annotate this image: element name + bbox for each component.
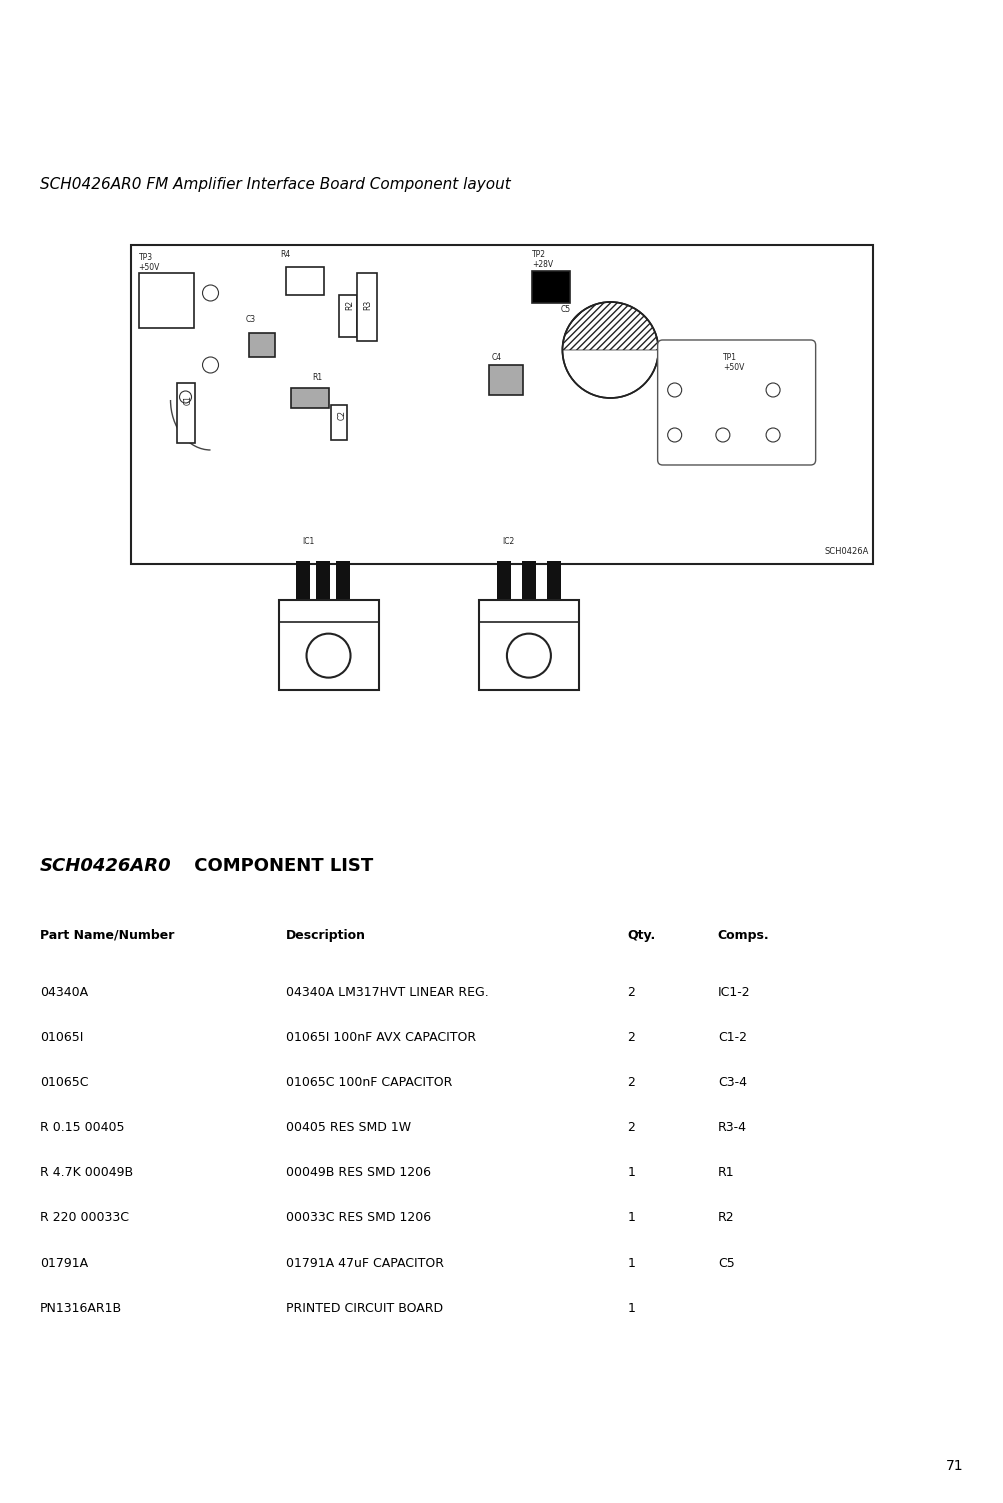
Text: 01065I 100nF AVX CAPACITOR: 01065I 100nF AVX CAPACITOR bbox=[286, 1031, 475, 1045]
Text: Comps.: Comps. bbox=[717, 929, 768, 942]
Text: C3-4: C3-4 bbox=[717, 1076, 746, 1090]
Text: C1: C1 bbox=[184, 395, 193, 404]
Bar bbox=[138, 274, 194, 328]
Bar bbox=[488, 365, 523, 395]
Bar bbox=[278, 600, 378, 690]
Text: 04340A: 04340A bbox=[40, 986, 88, 999]
FancyBboxPatch shape bbox=[657, 340, 814, 464]
Text: C4: C4 bbox=[491, 353, 502, 362]
Text: PRINTED CIRCUIT BOARD: PRINTED CIRCUIT BOARD bbox=[286, 1302, 442, 1315]
Text: 00049B RES SMD 1206: 00049B RES SMD 1206 bbox=[286, 1166, 430, 1180]
Bar bbox=[315, 561, 329, 598]
Bar bbox=[338, 295, 356, 337]
Bar bbox=[522, 561, 536, 598]
Text: Description: Description bbox=[286, 929, 366, 942]
Text: R1: R1 bbox=[312, 373, 322, 382]
Bar bbox=[290, 388, 328, 407]
Text: COMPONENT LIST: COMPONENT LIST bbox=[188, 857, 373, 875]
Bar bbox=[335, 561, 349, 598]
Text: 01065I: 01065I bbox=[40, 1031, 83, 1045]
Text: C3: C3 bbox=[246, 316, 256, 325]
Text: PN1316AR1B: PN1316AR1B bbox=[40, 1302, 122, 1315]
Text: 1: 1 bbox=[627, 1257, 635, 1270]
Bar bbox=[285, 268, 323, 295]
Text: R2: R2 bbox=[345, 301, 354, 310]
Text: C5: C5 bbox=[560, 305, 570, 314]
Text: IC2: IC2 bbox=[502, 537, 514, 546]
Text: R3-4: R3-4 bbox=[717, 1121, 746, 1135]
Bar bbox=[496, 561, 511, 598]
Text: 04340A LM317HVT LINEAR REG.: 04340A LM317HVT LINEAR REG. bbox=[286, 986, 488, 999]
Text: TP1
+50V: TP1 +50V bbox=[722, 353, 743, 373]
Text: R 220 00033C: R 220 00033C bbox=[40, 1211, 129, 1225]
Circle shape bbox=[667, 383, 681, 397]
Bar bbox=[478, 600, 579, 690]
Bar bbox=[295, 561, 309, 598]
Circle shape bbox=[765, 428, 779, 442]
Text: 01065C: 01065C bbox=[40, 1076, 88, 1090]
Circle shape bbox=[180, 391, 192, 403]
Bar bbox=[532, 271, 570, 304]
Text: 01791A 47uF CAPACITOR: 01791A 47uF CAPACITOR bbox=[286, 1257, 443, 1270]
Text: 01791A: 01791A bbox=[40, 1257, 88, 1270]
Bar bbox=[177, 383, 195, 443]
Text: TP2
+28V: TP2 +28V bbox=[532, 249, 553, 269]
Text: SCH0426AR0 FM Amplifier Interface Board Component layout: SCH0426AR0 FM Amplifier Interface Board … bbox=[40, 177, 511, 192]
Bar bbox=[547, 561, 561, 598]
Text: Qty.: Qty. bbox=[627, 929, 655, 942]
Bar bbox=[130, 245, 873, 564]
Text: 1: 1 bbox=[627, 1211, 635, 1225]
Text: SCH0426A: SCH0426A bbox=[823, 547, 868, 556]
Text: 01065C 100nF CAPACITOR: 01065C 100nF CAPACITOR bbox=[286, 1076, 452, 1090]
Circle shape bbox=[507, 634, 551, 678]
Text: R4: R4 bbox=[280, 249, 291, 259]
Text: TP3
+50V: TP3 +50V bbox=[138, 253, 159, 272]
Circle shape bbox=[765, 383, 779, 397]
Text: 2: 2 bbox=[627, 1076, 635, 1090]
Circle shape bbox=[306, 634, 350, 678]
Text: C2: C2 bbox=[337, 410, 346, 419]
Text: R1: R1 bbox=[717, 1166, 734, 1180]
Text: IC1: IC1 bbox=[302, 537, 315, 546]
Text: R3: R3 bbox=[363, 301, 372, 310]
Text: 2: 2 bbox=[627, 986, 635, 999]
Text: R 4.7K 00049B: R 4.7K 00049B bbox=[40, 1166, 133, 1180]
Circle shape bbox=[715, 428, 729, 442]
Text: C1-2: C1-2 bbox=[717, 1031, 746, 1045]
Text: C5: C5 bbox=[717, 1257, 734, 1270]
Text: 1: 1 bbox=[627, 1166, 635, 1180]
Text: 1: 1 bbox=[627, 1302, 635, 1315]
Text: SCH0426AR0: SCH0426AR0 bbox=[40, 857, 172, 875]
Text: 2: 2 bbox=[627, 1031, 635, 1045]
Text: R 0.15 00405: R 0.15 00405 bbox=[40, 1121, 124, 1135]
Bar bbox=[356, 274, 376, 341]
Text: 00033C RES SMD 1206: 00033C RES SMD 1206 bbox=[286, 1211, 431, 1225]
Bar bbox=[249, 334, 274, 358]
Text: 71: 71 bbox=[945, 1459, 963, 1473]
Circle shape bbox=[562, 302, 658, 398]
Bar bbox=[330, 404, 346, 440]
Text: IC1-2: IC1-2 bbox=[717, 986, 749, 999]
Circle shape bbox=[203, 358, 219, 373]
Text: 00405 RES SMD 1W: 00405 RES SMD 1W bbox=[286, 1121, 411, 1135]
Circle shape bbox=[203, 286, 219, 301]
Text: Part Name/Number: Part Name/Number bbox=[40, 929, 175, 942]
Text: 2: 2 bbox=[627, 1121, 635, 1135]
Circle shape bbox=[667, 428, 681, 442]
Text: R2: R2 bbox=[717, 1211, 734, 1225]
